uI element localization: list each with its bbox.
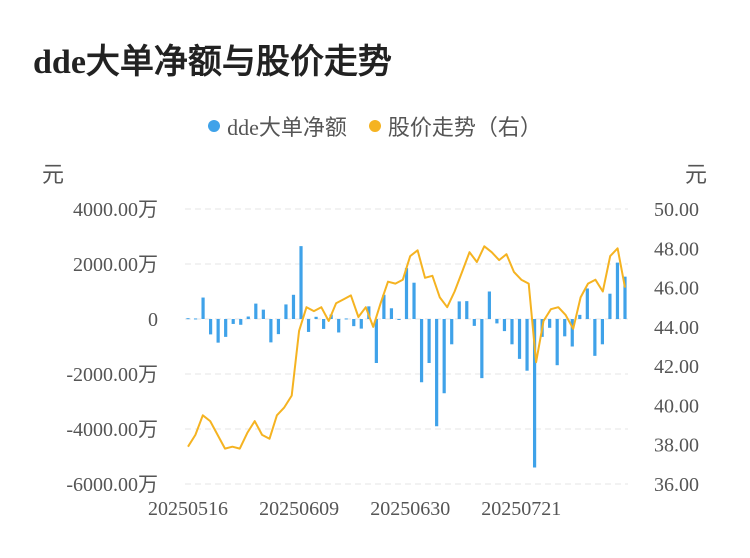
dde-bar[interactable] bbox=[269, 319, 273, 343]
x-axis-ticks: 20250516 20250609 20250630 20250721 bbox=[148, 498, 561, 520]
dde-bar[interactable] bbox=[314, 316, 318, 319]
left-axis-unit: 元 bbox=[42, 162, 65, 187]
dde-bar[interactable] bbox=[502, 319, 507, 332]
dde-bar[interactable] bbox=[593, 319, 597, 356]
left-tick-label: 4000.00万 bbox=[73, 199, 158, 221]
x-tick-label: 20250721 bbox=[481, 498, 561, 520]
legend: dde大单净额 股价走势（右） bbox=[0, 110, 750, 142]
dde-bar[interactable] bbox=[600, 319, 604, 345]
legend-item-price[interactable]: 股价走势（右） bbox=[368, 110, 542, 142]
dde-bar[interactable] bbox=[525, 319, 529, 371]
dde-bar[interactable] bbox=[404, 268, 409, 319]
dde-bar[interactable] bbox=[608, 293, 612, 319]
dde-bar[interactable] bbox=[246, 316, 250, 319]
dde-bar[interactable] bbox=[615, 262, 620, 319]
dde-bar[interactable] bbox=[201, 297, 205, 319]
x-tick-label: 20250609 bbox=[259, 498, 339, 520]
chart-title: dde大单净额与股价走势 bbox=[33, 44, 392, 81]
dde-bar[interactable] bbox=[555, 319, 559, 366]
dde-bar[interactable] bbox=[570, 319, 574, 347]
right-axis-ticks: 50.00 48.00 46.00 44.00 42.00 40.00 38.00 36.00 bbox=[654, 199, 699, 496]
dde-bar[interactable] bbox=[419, 319, 424, 383]
dde-bar[interactable] bbox=[276, 319, 281, 335]
dde-bar[interactable] bbox=[337, 319, 341, 333]
dde-bar[interactable] bbox=[465, 301, 469, 319]
dde-bar[interactable] bbox=[389, 308, 394, 319]
dde-bar[interactable] bbox=[299, 246, 303, 319]
dde-bar[interactable] bbox=[224, 319, 228, 337]
right-axis-unit: 元 bbox=[685, 162, 708, 187]
right-tick-label: 46.00 bbox=[654, 278, 699, 300]
left-tick-label: -2000.00万 bbox=[66, 364, 158, 386]
left-tick-label: -4000.00万 bbox=[66, 419, 158, 441]
dde-bar[interactable] bbox=[193, 318, 198, 320]
line-series bbox=[187, 245, 626, 450]
right-tick-label: 48.00 bbox=[654, 238, 699, 260]
x-tick-label: 20250630 bbox=[370, 498, 450, 520]
grid-lines bbox=[185, 208, 628, 485]
left-tick-label: 2000.00万 bbox=[73, 254, 158, 276]
dde-bar[interactable] bbox=[457, 301, 461, 319]
dde-bar[interactable] bbox=[510, 319, 514, 345]
dde-bar[interactable] bbox=[435, 319, 439, 427]
dde-bar[interactable] bbox=[382, 294, 386, 319]
legend-item-dde[interactable]: dde大单净额 bbox=[208, 110, 347, 142]
bar-series bbox=[186, 246, 627, 468]
right-tick-label: 50.00 bbox=[654, 199, 699, 221]
right-tick-label: 42.00 bbox=[654, 356, 699, 378]
left-axis-ticks: 4000.00万 2000.00万 0 -2000.00万 -4000.00万 -6000… bbox=[66, 199, 158, 496]
legend-dot-line-icon bbox=[368, 120, 381, 132]
legend-label-price: 股价走势（右） bbox=[387, 115, 542, 140]
legend-label-dde: dde大单净额 bbox=[227, 115, 347, 140]
dde-bar[interactable] bbox=[548, 319, 552, 328]
left-tick-label: 0 bbox=[148, 309, 158, 331]
dde-bar[interactable] bbox=[352, 319, 356, 327]
dde-bar[interactable] bbox=[306, 319, 311, 332]
dde-bar[interactable] bbox=[322, 319, 326, 329]
x-tick-label: 20250516 bbox=[148, 498, 228, 520]
dde-bar[interactable] bbox=[585, 288, 589, 319]
dde-bar[interactable] bbox=[623, 276, 627, 319]
dde-bar[interactable] bbox=[578, 314, 582, 319]
dde-bar[interactable] bbox=[442, 319, 446, 394]
dde-bar[interactable] bbox=[216, 319, 220, 343]
right-tick-label: 44.00 bbox=[654, 317, 699, 339]
dde-bar[interactable] bbox=[186, 318, 190, 320]
dde-bar[interactable] bbox=[284, 304, 288, 319]
dde-bar[interactable] bbox=[480, 319, 484, 379]
dde-bar[interactable] bbox=[374, 319, 378, 363]
dde-bar[interactable] bbox=[427, 319, 431, 363]
dde-bar[interactable] bbox=[487, 291, 491, 320]
right-tick-label: 36.00 bbox=[654, 474, 699, 496]
dde-bar[interactable] bbox=[359, 319, 363, 329]
dde-bar[interactable] bbox=[532, 319, 537, 468]
dde-bar[interactable] bbox=[261, 309, 265, 319]
legend-dot-bar-icon bbox=[208, 120, 221, 132]
dde-bar[interactable] bbox=[495, 319, 499, 324]
dde-bar[interactable] bbox=[231, 319, 235, 324]
dde-bar[interactable] bbox=[291, 294, 296, 319]
price-line[interactable] bbox=[187, 245, 626, 450]
dde-bar[interactable] bbox=[517, 319, 522, 359]
left-tick-label: -6000.00万 bbox=[66, 474, 158, 496]
dde-bar[interactable] bbox=[344, 318, 348, 320]
dde-bar[interactable] bbox=[450, 319, 454, 345]
dde-bar[interactable] bbox=[254, 303, 258, 319]
right-tick-label: 38.00 bbox=[654, 435, 699, 457]
dde-bar[interactable] bbox=[239, 319, 243, 325]
dde-bar[interactable] bbox=[209, 319, 213, 335]
dde-bar[interactable] bbox=[472, 319, 476, 326]
right-tick-label: 40.00 bbox=[654, 395, 699, 417]
dde-bar[interactable] bbox=[397, 319, 401, 320]
dde-bar[interactable] bbox=[563, 319, 567, 337]
dde-bar[interactable] bbox=[412, 282, 416, 319]
